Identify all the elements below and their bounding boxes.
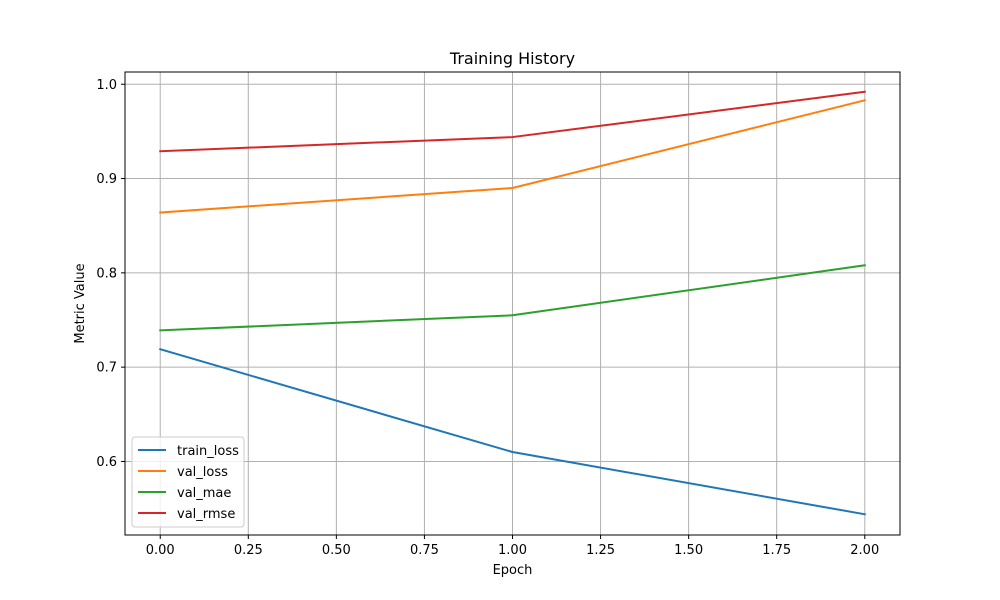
series-line-val-mae — [159, 264, 866, 332]
series-line-val-loss — [159, 99, 866, 214]
y-axis-label: Metric Value — [73, 263, 88, 343]
y-tick-label: 1.0 — [96, 78, 117, 93]
legend-box — [131, 436, 245, 528]
series-line-train-loss — [158, 347, 866, 516]
x-tick-label: 1.75 — [762, 543, 791, 558]
x-tick-label: 1.25 — [586, 543, 615, 558]
legend-label: val_loss — [177, 465, 228, 480]
x-axis-label: Epoch — [493, 563, 533, 578]
legend-label: val_mae — [177, 486, 231, 501]
y-tick-label: 0.6 — [96, 455, 117, 470]
chart-title: Training History — [449, 49, 575, 68]
x-tick-label: 1.50 — [674, 543, 703, 558]
legend-label: val_rmse — [177, 507, 235, 522]
x-tick-label: 0.25 — [234, 543, 263, 558]
series-lines — [158, 90, 866, 516]
x-tick-label: 1.00 — [498, 543, 527, 558]
series-line-val-rmse — [159, 90, 866, 153]
y-tick-label: 0.7 — [96, 361, 117, 376]
x-tick-label: 2.00 — [850, 543, 879, 558]
grid-lines — [125, 72, 900, 535]
y-tick-label: 0.8 — [96, 266, 117, 281]
legend-label: train_loss — [177, 444, 239, 459]
legend: train_loss val_loss val_mae val_rmse — [131, 436, 245, 528]
x-tick-label: 0.75 — [410, 543, 439, 558]
axis-ticks: 0.00 0.25 0.50 0.75 1.00 1.25 1.50 1.75 2.00 0.6 0… — [96, 78, 879, 558]
y-tick-label: 0.9 — [96, 172, 117, 187]
x-tick-label: 0.00 — [146, 543, 175, 558]
x-tick-label: 0.50 — [322, 543, 351, 558]
